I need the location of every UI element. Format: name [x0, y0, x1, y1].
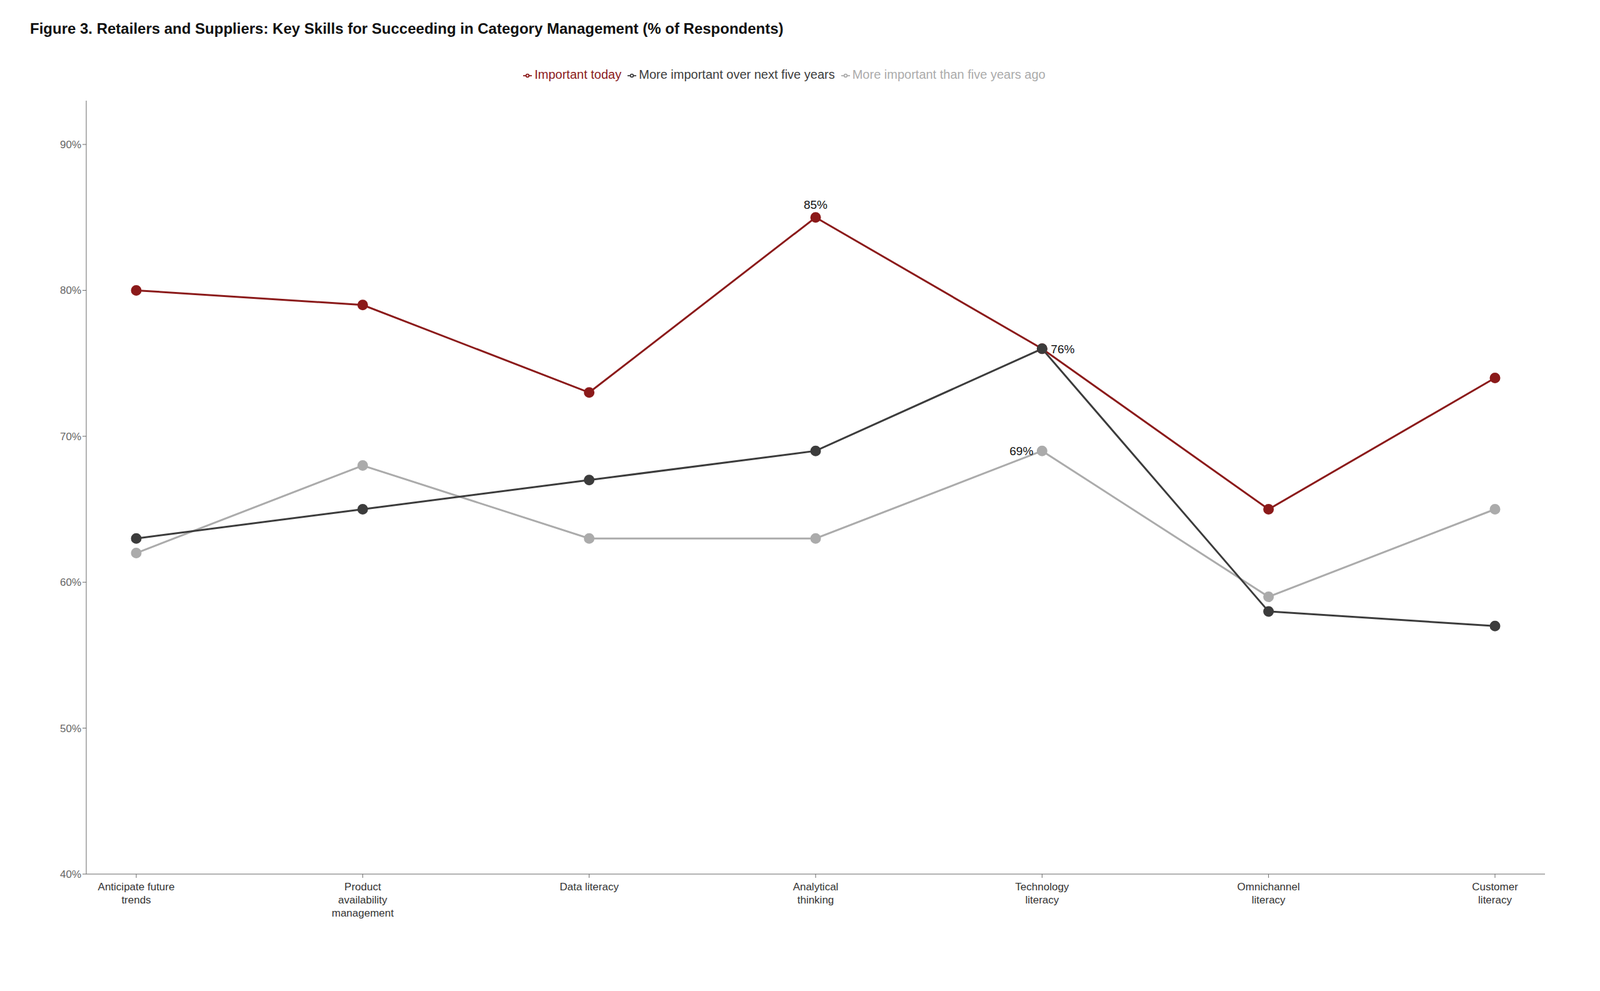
svg-text:90%: 90%	[60, 138, 82, 151]
svg-text:Omnichannelliteracy: Omnichannelliteracy	[1237, 880, 1300, 906]
svg-text:85%: 85%	[803, 198, 828, 212]
svg-text:76%: 76%	[1050, 342, 1075, 356]
svg-text:70%: 70%	[60, 430, 82, 443]
html-text:More important over next five: More important over next five years	[638, 67, 835, 82]
svg-text:Anticipate futuretrends: Anticipate futuretrends	[98, 880, 175, 906]
svg-text:50%: 50%	[60, 722, 82, 735]
svg-text:Data literacy: Data literacy	[559, 880, 619, 893]
svg-text:Technologyliteracy: Technologyliteracy	[1015, 880, 1070, 906]
html-text:Important today: Important today	[534, 67, 622, 82]
svg-text:60%: 60%	[60, 576, 82, 589]
svg-text:40%: 40%	[60, 868, 82, 880]
svg-text:Productavailabilitymanagement: Productavailabilitymanagement	[331, 880, 395, 919]
html-text:Figure 3. Retailers and Suppli: Figure 3. Retailers and Suppliers: Key S…	[30, 20, 784, 37]
svg-text:80%: 80%	[60, 284, 82, 297]
svg-text:Customerliteracy: Customerliteracy	[1471, 880, 1519, 906]
svg-text:69%: 69%	[1009, 444, 1034, 458]
html-text:More important than five years: More important than five years ago	[852, 67, 1046, 82]
svg-text:Analyticalthinking: Analyticalthinking	[793, 880, 839, 906]
